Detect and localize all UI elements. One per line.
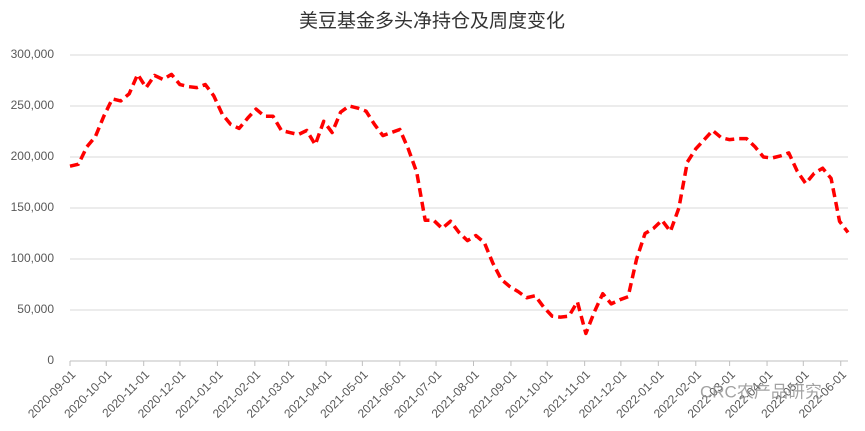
- line-series: [69, 72, 850, 336]
- watermark: CRC农产品研究: [700, 382, 822, 401]
- chart-title: 美豆基金多头净持仓及周度变化: [299, 10, 565, 32]
- y-tick-label: 150,000: [11, 200, 55, 214]
- y-tick-label: 250,000: [11, 98, 55, 112]
- y-tick-label: 200,000: [11, 149, 55, 163]
- y-tick-label: 50,000: [17, 302, 54, 316]
- y-tick-label: 0: [47, 353, 54, 367]
- y-tick-label: 100,000: [11, 251, 55, 265]
- y-tick-label: 300,000: [11, 47, 55, 61]
